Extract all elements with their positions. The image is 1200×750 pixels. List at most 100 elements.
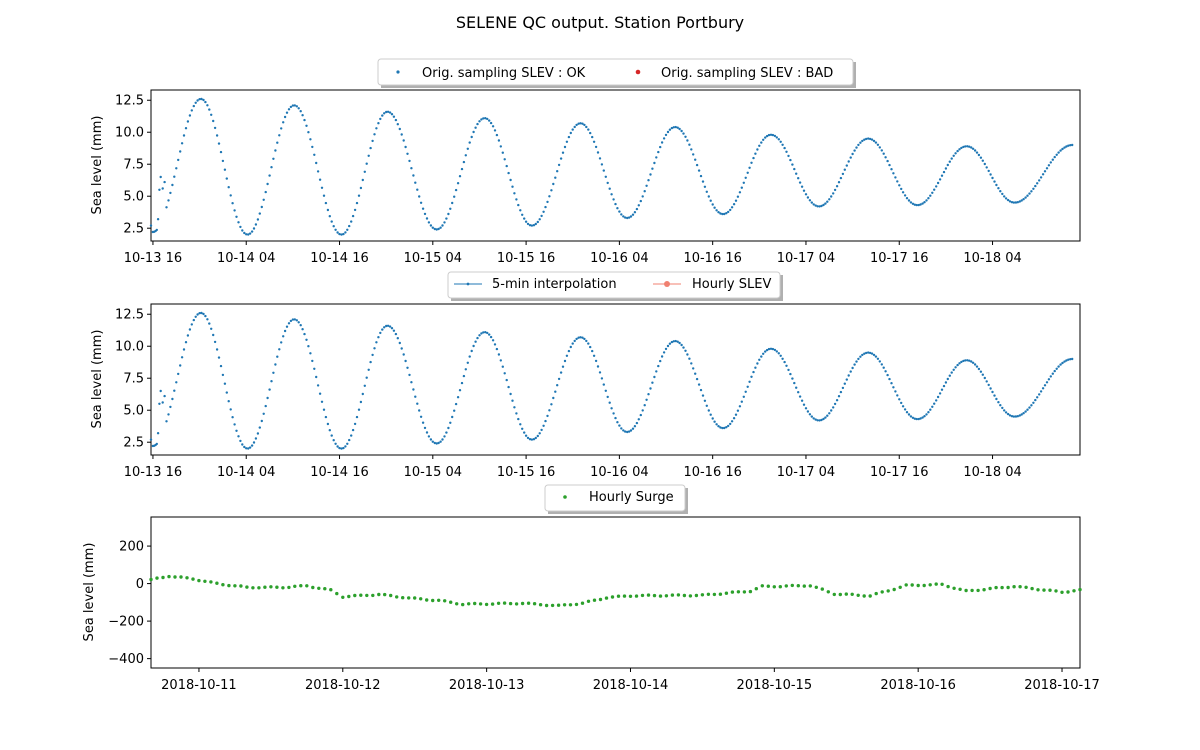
data-point [447, 212, 450, 216]
data-point [254, 437, 258, 440]
data-point [818, 419, 821, 422]
data-point [867, 351, 870, 354]
data-point [633, 425, 637, 428]
data-point [355, 415, 359, 419]
data-point [970, 360, 973, 363]
data-point [285, 111, 289, 114]
data-point [616, 207, 619, 210]
data-point [283, 329, 287, 333]
data-point [556, 384, 559, 387]
data-point [981, 159, 984, 162]
data-point [299, 324, 302, 327]
data-point [616, 421, 619, 424]
data-point [730, 420, 734, 423]
data-point [550, 403, 553, 406]
data-point [723, 212, 726, 216]
legend: Hourly Surge [544, 484, 688, 514]
data-point [408, 159, 411, 163]
data-point [851, 152, 854, 156]
data-point [721, 212, 724, 216]
data-point [727, 424, 730, 428]
data-point [501, 365, 504, 368]
data-point [381, 328, 384, 331]
data-point [602, 383, 605, 386]
data-point [180, 356, 184, 359]
data-point [610, 407, 613, 410]
data-point [954, 366, 957, 369]
data-point [839, 176, 843, 180]
data-point [814, 204, 817, 207]
data-point [574, 602, 579, 607]
data-point [1014, 201, 1018, 204]
data-point [705, 190, 708, 193]
data-point [1063, 360, 1066, 363]
data-point [1047, 378, 1051, 381]
data-point [664, 594, 669, 598]
data-point [318, 178, 322, 181]
data-point [221, 373, 225, 377]
data-point [839, 390, 843, 394]
data-point [1024, 196, 1027, 199]
data-point [173, 389, 176, 392]
data-point [856, 593, 860, 597]
data-point [550, 189, 553, 192]
data-point [898, 184, 901, 187]
data-point [386, 110, 390, 114]
data-point [674, 125, 677, 129]
data-point [536, 220, 539, 224]
data-point [645, 398, 648, 401]
data-point [460, 167, 464, 171]
data-point [334, 442, 337, 445]
data-point [832, 192, 835, 195]
data-point [800, 399, 804, 402]
data-point [715, 423, 718, 426]
data-point [156, 218, 160, 221]
data-point [517, 417, 520, 421]
data-point [439, 440, 442, 443]
data-point [976, 588, 980, 593]
x-tick-label: 10-17 16 [870, 251, 928, 266]
data-point [401, 596, 405, 600]
data-point [950, 371, 953, 374]
data-point [742, 590, 747, 594]
data-point [1003, 195, 1006, 198]
data-point [177, 372, 180, 376]
data-point [946, 584, 950, 589]
data-point [250, 230, 254, 233]
data-point [748, 380, 751, 383]
data-point [750, 375, 753, 378]
data-point [542, 210, 545, 213]
data-point [1043, 170, 1047, 173]
data-point [618, 210, 621, 213]
legend-marker-interp [466, 282, 470, 286]
data-point [622, 429, 625, 432]
data-point [528, 438, 532, 441]
data-point [643, 190, 646, 193]
data-point [177, 158, 180, 162]
data-point [797, 391, 800, 394]
data-point [734, 199, 738, 202]
data-point [886, 373, 889, 377]
data-point [552, 396, 555, 400]
data-point [649, 173, 652, 176]
data-point [635, 207, 639, 211]
legend-label-surge: Hourly Surge [589, 490, 674, 505]
data-point [212, 119, 215, 123]
data-point [1026, 408, 1029, 411]
data-point [209, 580, 213, 584]
data-point [239, 439, 242, 443]
data-point [911, 416, 915, 419]
data-point [975, 151, 979, 154]
data-point [744, 390, 747, 393]
data-point [664, 347, 668, 351]
data-point [311, 359, 314, 363]
data-point [155, 228, 158, 232]
data-point [227, 583, 231, 588]
data-point [538, 432, 541, 435]
data-point [1028, 406, 1031, 409]
data-point [952, 154, 955, 157]
data-point [744, 176, 747, 179]
data-point [942, 170, 946, 174]
plot-frame [150, 516, 1081, 669]
data-point [493, 129, 497, 132]
